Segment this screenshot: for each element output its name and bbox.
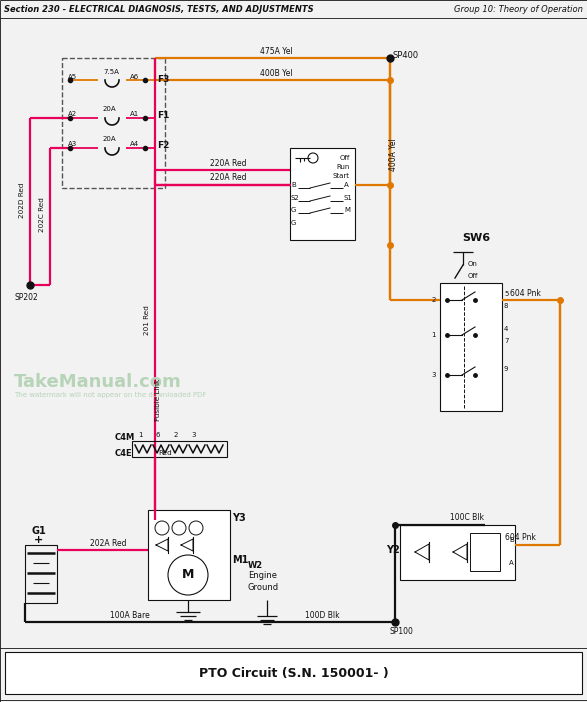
Bar <box>400 525 515 580</box>
Text: Engine: Engine <box>248 571 277 581</box>
Text: S2: S2 <box>291 195 300 201</box>
Text: Group 10: Theory of Operation: Group 10: Theory of Operation <box>454 4 583 13</box>
Text: F2: F2 <box>157 142 170 150</box>
Text: Section 230 - ELECTRICAL DIAGNOSIS, TESTS, AND ADJUSTMENTS: Section 230 - ELECTRICAL DIAGNOSIS, TEST… <box>4 4 313 13</box>
Text: 202D Red: 202D Red <box>19 183 25 218</box>
Text: C4E: C4E <box>115 449 133 458</box>
Text: 6: 6 <box>156 432 160 438</box>
Text: 8: 8 <box>504 303 508 309</box>
Text: 1: 1 <box>138 432 142 438</box>
Text: Off: Off <box>340 155 350 161</box>
Text: 9: 9 <box>504 366 508 372</box>
Text: 7.5A: 7.5A <box>103 69 119 75</box>
Text: M: M <box>344 207 350 213</box>
Text: TakeManual.com: TakeManual.com <box>14 373 182 391</box>
Text: PTO Circuit (S.N. 150001- ): PTO Circuit (S.N. 150001- ) <box>199 666 389 680</box>
Text: B: B <box>291 182 296 188</box>
Text: A4: A4 <box>130 141 139 147</box>
Text: 604 Pnk: 604 Pnk <box>510 289 541 298</box>
Text: F1: F1 <box>157 112 170 121</box>
Bar <box>25 545 57 603</box>
Bar <box>132 441 227 457</box>
Text: 400B Yel: 400B Yel <box>260 69 293 77</box>
Text: 400A Yel: 400A Yel <box>390 138 399 171</box>
Text: Y2: Y2 <box>386 545 400 555</box>
Text: The watermark will not appear on the downloaded PDF: The watermark will not appear on the dow… <box>14 392 207 398</box>
Text: 3: 3 <box>431 372 436 378</box>
Text: G: G <box>291 220 296 226</box>
Text: Y3: Y3 <box>232 513 246 523</box>
Text: 475A Yel: 475A Yel <box>260 48 293 56</box>
Text: 220A Red: 220A Red <box>210 159 247 168</box>
Text: 4: 4 <box>504 326 508 332</box>
Text: 100C Blk: 100C Blk <box>450 512 484 522</box>
Bar <box>148 510 230 600</box>
Text: B: B <box>509 537 514 543</box>
Text: On: On <box>468 261 478 267</box>
Text: 100D Blk: 100D Blk <box>305 611 340 621</box>
Text: 2: 2 <box>174 432 178 438</box>
Text: SP202: SP202 <box>15 293 39 301</box>
Text: Start: Start <box>333 173 350 179</box>
Text: SP100: SP100 <box>390 628 414 637</box>
Text: A5: A5 <box>68 74 77 80</box>
Text: Red: Red <box>158 450 172 456</box>
Text: A6: A6 <box>130 74 139 80</box>
Text: M1: M1 <box>232 555 248 565</box>
Text: S1: S1 <box>344 195 353 201</box>
Text: A2: A2 <box>68 111 77 117</box>
Text: 604 Pnk: 604 Pnk <box>505 533 536 541</box>
Text: SP400: SP400 <box>393 51 419 60</box>
Text: F3: F3 <box>157 74 170 84</box>
Text: 3: 3 <box>192 432 196 438</box>
Text: A: A <box>344 182 349 188</box>
Text: 201 Red: 201 Red <box>144 305 150 335</box>
Text: 202A Red: 202A Red <box>90 538 127 548</box>
Text: 1: 1 <box>431 332 436 338</box>
Text: A1: A1 <box>130 111 139 117</box>
Bar <box>62 58 165 188</box>
Text: 7: 7 <box>504 338 508 344</box>
Text: A3: A3 <box>68 141 77 147</box>
Text: A: A <box>509 560 514 566</box>
Text: Off: Off <box>468 273 478 279</box>
Bar <box>290 148 355 240</box>
Bar <box>5 652 582 694</box>
Text: Run: Run <box>336 164 350 170</box>
Text: Fusible Link: Fusible Link <box>155 379 161 421</box>
Text: 20A: 20A <box>103 106 117 112</box>
Text: SW6: SW6 <box>462 233 490 243</box>
Bar <box>440 283 502 411</box>
Text: C4M: C4M <box>115 432 135 442</box>
Text: 220A Red: 220A Red <box>210 173 247 183</box>
Text: M: M <box>182 569 194 581</box>
Bar <box>470 533 500 571</box>
Text: G: G <box>291 207 296 213</box>
Text: +: + <box>35 535 43 545</box>
Text: Ground: Ground <box>248 583 279 592</box>
Text: 20A: 20A <box>103 136 117 142</box>
Text: G1: G1 <box>32 526 46 536</box>
Text: 2: 2 <box>431 297 436 303</box>
Text: 100A Bare: 100A Bare <box>110 611 150 621</box>
Text: W2: W2 <box>248 560 263 569</box>
Text: 202C Red: 202C Red <box>39 197 45 232</box>
Text: 5: 5 <box>504 291 508 297</box>
